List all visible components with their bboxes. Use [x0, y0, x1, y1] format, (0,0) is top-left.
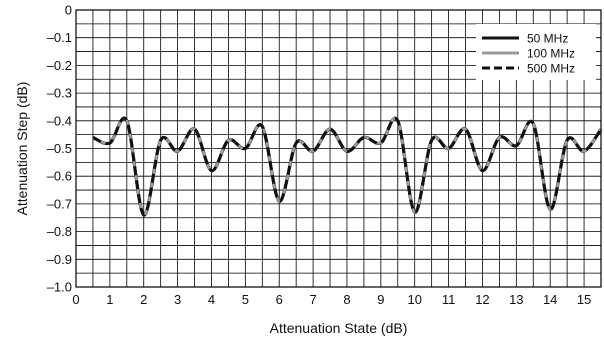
x-tick-label: 1: [106, 292, 113, 307]
legend-label: 50 MHz: [527, 32, 568, 46]
y-tick-label: 0: [65, 3, 72, 18]
y-tick-label: –0.1: [47, 30, 72, 45]
y-tick-label: –0.2: [47, 58, 72, 73]
x-tick-label: 9: [377, 292, 384, 307]
x-tick-label: 7: [309, 292, 316, 307]
x-tick-label: 5: [242, 292, 249, 307]
x-tick-label: 6: [276, 292, 283, 307]
x-axis-title: Attenuation State (dB): [270, 320, 408, 336]
x-tick-label: 2: [140, 292, 147, 307]
plot-frame: [75, 9, 602, 288]
series-line-500-mhz: [92, 116, 603, 217]
x-tick-label: 10: [407, 292, 421, 307]
y-axis-title: Attenuation Step (dB): [14, 82, 30, 216]
x-tick-label: 0: [72, 292, 79, 307]
y-tick-label: –0.7: [47, 196, 72, 211]
x-tick-label: 12: [475, 292, 489, 307]
y-tick-label: –0.8: [47, 224, 72, 239]
tick-labels: 0 1 2 3 4 5 6 7 8 9 10 11 12 13 14 150–0.1–0.2–0.3–0.4–…: [47, 3, 592, 308]
x-tick-label: 15: [577, 292, 591, 307]
x-tick-label: 8: [343, 292, 350, 307]
y-tick-label: –0.3: [47, 86, 72, 101]
y-tick-label: –1.0: [47, 280, 72, 295]
x-tick-label: 11: [442, 292, 456, 307]
x-tick-label: 3: [174, 292, 181, 307]
y-tick-label: –0.5: [47, 141, 72, 156]
x-tick-label: 13: [509, 292, 523, 307]
x-tick-label: 14: [543, 292, 557, 307]
x-tick-label: 4: [208, 292, 215, 307]
y-tick-label: –0.9: [47, 252, 72, 267]
y-tick-label: –0.6: [47, 169, 72, 184]
series-layer: [92, 116, 603, 217]
legend-label: 500 MHz: [527, 62, 575, 76]
y-tick-label: –0.4: [47, 113, 72, 128]
legend-label: 100 MHz: [527, 47, 575, 61]
